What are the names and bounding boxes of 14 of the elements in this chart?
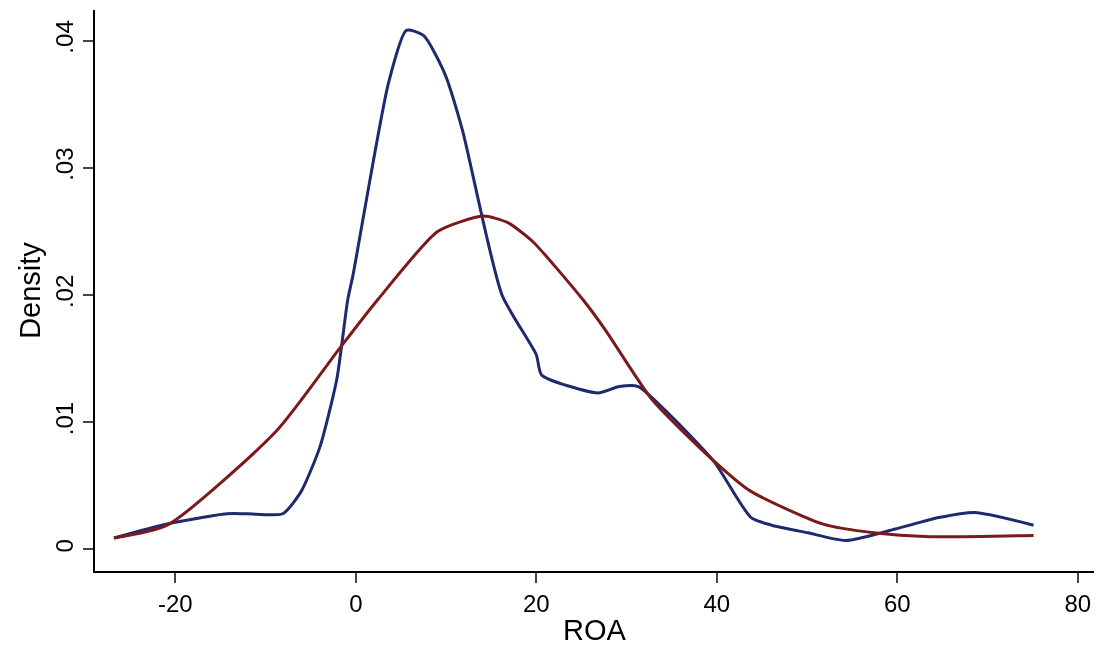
x-tick-label: 20 — [522, 589, 550, 617]
y-tick-label: .03 — [51, 147, 79, 181]
line-series — [112, 214, 1036, 540]
x-tick-label: -20 — [157, 589, 193, 617]
y-tick-label: .02 — [51, 274, 79, 309]
x-axis-title: ROA — [563, 614, 627, 647]
y-tick-label: .04 — [51, 20, 79, 54]
x-tick-label: 0 — [349, 589, 363, 617]
y-axis-title: Density — [14, 241, 47, 339]
y-tick-label: .01 — [51, 401, 79, 436]
x-tick-label: 40 — [703, 589, 731, 617]
x-tick-label: 60 — [883, 589, 911, 617]
y-tick-label: 0 — [51, 539, 79, 553]
x-tick-label: 80 — [1064, 589, 1092, 617]
